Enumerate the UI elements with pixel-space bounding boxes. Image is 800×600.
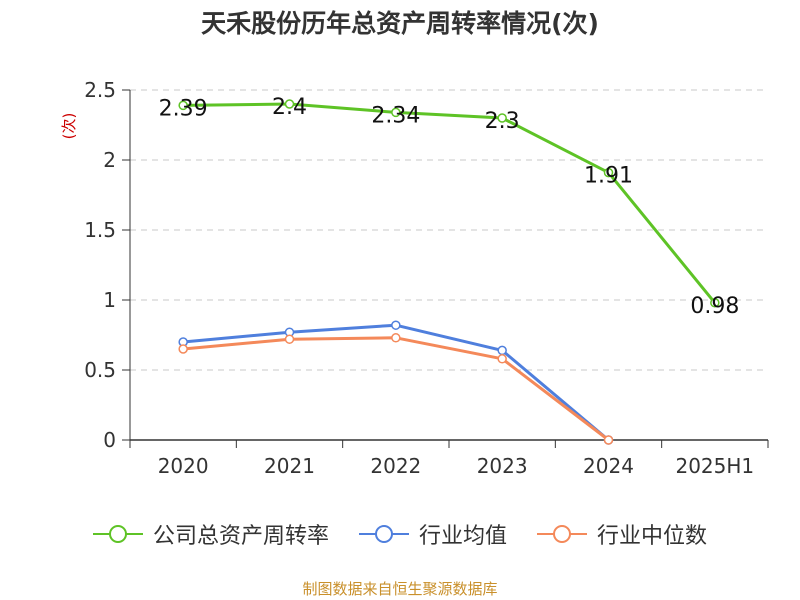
legend-marker-orange-icon [537, 525, 587, 543]
data-point [710, 298, 720, 308]
data-point [497, 345, 507, 356]
axes-layer: 0 0.5 1 1.5 2 2.5 2020 2021 2022 2023 2024 2025H1 [84, 78, 769, 478]
data-point [603, 435, 614, 445]
series-line [183, 336, 610, 442]
data-point [284, 334, 295, 344]
source-note: 制图数据来自恒生聚源数据库 [302, 580, 498, 598]
data-label: 1.91 [584, 164, 633, 189]
y-tick-label: 2 [103, 148, 116, 172]
y-tick-label: 0 [103, 428, 116, 452]
legend-item-industry-median[interactable]: 行业中位数 [537, 518, 707, 550]
y-axis-title: (次) [60, 113, 78, 140]
data-point [391, 320, 401, 330]
data-label: 2.39 [159, 96, 208, 121]
series-line [183, 102, 716, 304]
chart-title: 天禾股份历年总资产周转率情况(次) [201, 9, 599, 38]
data-label: 2.34 [371, 103, 420, 128]
data-point [603, 167, 614, 178]
y-tick-label: 1 [103, 288, 116, 312]
y-tick-label: 2.5 [84, 78, 116, 102]
grid-layer [130, 89, 768, 371]
data-point [391, 107, 401, 118]
data-point [391, 333, 401, 343]
y-tick-label: 1.5 [84, 218, 116, 242]
data-point [497, 113, 507, 123]
x-tick-label: 2024 [583, 454, 634, 478]
legend-item-company[interactable]: 公司总资产周转率 [92, 518, 329, 550]
data-point [284, 99, 295, 109]
data-label: 0.98 [690, 294, 739, 319]
x-tick-label: 2021 [264, 454, 315, 478]
data-label: 2.4 [272, 95, 307, 120]
data-point [497, 354, 507, 364]
legend-label: 行业中位数 [597, 524, 708, 549]
x-tick-label: 2025H1 [675, 454, 754, 478]
legend: 公司总资产周转率 行业均值 行业中位数 [0, 518, 800, 550]
legend-label: 公司总资产周转率 [152, 524, 329, 549]
x-tick-label: 2023 [477, 454, 528, 478]
data-point [178, 344, 188, 354]
data-labels-layer: 2.39 2.4 2.34 2.3 1.91 0.98 [159, 95, 740, 319]
data-label: 2.3 [485, 109, 520, 134]
y-tick-label: 0.5 [84, 358, 116, 382]
legend-item-industry-mean[interactable]: 行业均值 [358, 518, 507, 550]
x-tick-label: 2020 [158, 454, 209, 478]
legend-marker-blue-icon [358, 525, 409, 543]
series-layer [178, 99, 720, 445]
legend-marker-green-icon [92, 525, 143, 543]
data-point [178, 100, 188, 111]
legend-label: 行业均值 [418, 524, 507, 549]
x-tick-label: 2022 [370, 454, 421, 478]
